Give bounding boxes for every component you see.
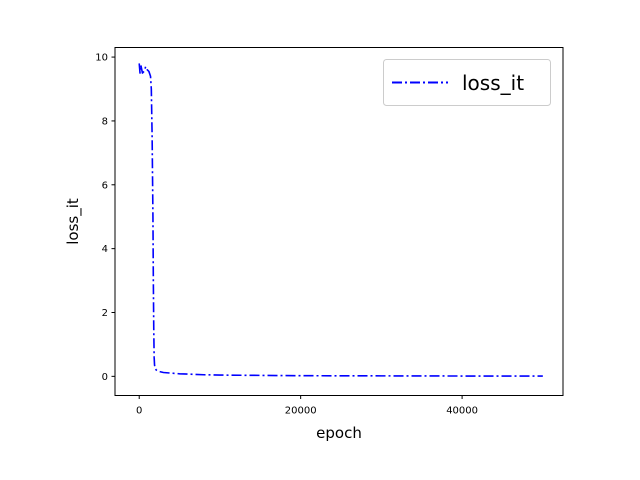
x-axis-ticks: 0 20000 40000 [136, 395, 478, 417]
x-tick-label: 40000 [446, 406, 478, 417]
series-line-loss-it [138, 63, 543, 377]
y-axis-ticks: 0 2 4 6 8 10 [95, 53, 115, 383]
x-axis-label: epoch [316, 424, 362, 442]
legend: loss_it [383, 59, 551, 106]
x-tick-label: 0 [136, 406, 142, 417]
series-layer [138, 63, 543, 377]
legend-label: loss_it [462, 71, 524, 95]
legend-box [383, 59, 551, 106]
y-tick-label: 0 [102, 372, 108, 383]
y-tick-label: 4 [102, 244, 108, 255]
y-tick-label: 10 [95, 53, 108, 64]
y-tick-label: 8 [102, 116, 108, 127]
y-tick-label: 2 [102, 308, 108, 319]
axes-frame [114, 47, 564, 396]
y-axis-label: loss_it [64, 198, 83, 245]
y-tick-label: 6 [102, 180, 108, 191]
x-tick-label: 20000 [285, 406, 317, 417]
